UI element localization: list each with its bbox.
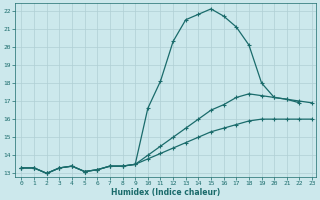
- X-axis label: Humidex (Indice chaleur): Humidex (Indice chaleur): [111, 188, 220, 197]
